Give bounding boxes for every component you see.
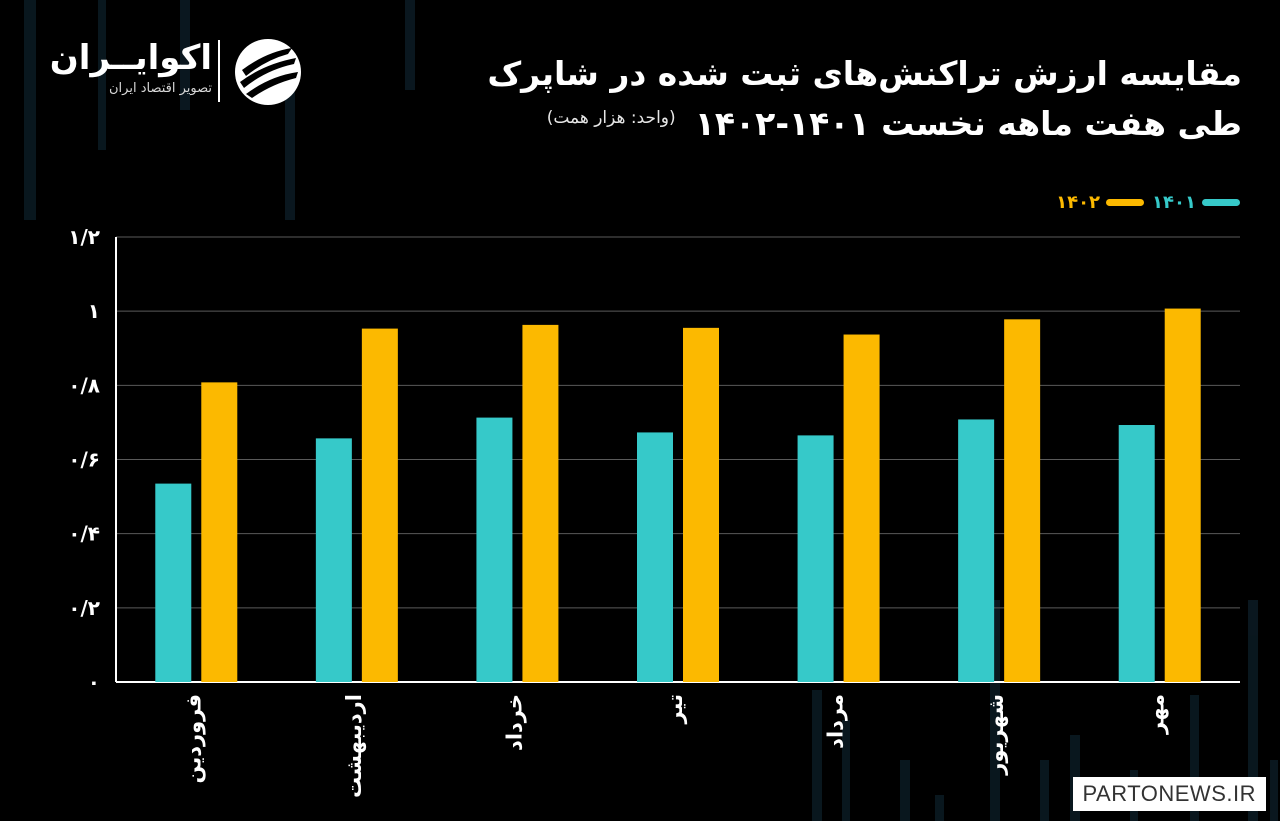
- bar-1402: [201, 382, 238, 682]
- chart-title: مقایسه ارزش تراکنش‌های ثبت شده در شاپرک: [487, 54, 1242, 93]
- bar-1402: [843, 334, 880, 682]
- chart-subtitle-text: طی هفت ماهه نخست ۱۴۰۱-۱۴۰۲: [694, 104, 1242, 143]
- x-tick-label: تیر: [663, 694, 687, 725]
- x-tick-label: اردیبهشت: [342, 694, 366, 798]
- watermark: PARTONEWS.IR: [1072, 777, 1266, 811]
- y-tick-label: ۱/۲: [68, 225, 100, 249]
- bar-1402: [361, 328, 398, 682]
- bar-1401: [155, 483, 192, 682]
- bar-1401: [637, 432, 673, 682]
- logo-tagline: تصویر اقتصاد ایران: [109, 81, 212, 96]
- y-tick-label: ۱: [88, 299, 100, 323]
- y-tick-label: ۰/۴: [68, 522, 100, 546]
- y-tick-label: ۰/۶: [68, 448, 100, 472]
- bar-1401: [958, 419, 995, 682]
- logo-name: اکوایــران: [49, 38, 212, 78]
- bar-1401: [1118, 425, 1155, 682]
- legend-item-1401: ۱۴۰۱: [1152, 192, 1240, 213]
- legend: ۱۴۰۱ ۱۴۰۲: [1056, 192, 1240, 213]
- y-tick-label: ۰: [88, 670, 100, 694]
- logo: اکوایــران تصویر اقتصاد ایران: [50, 36, 310, 108]
- bar-1402: [1004, 319, 1041, 682]
- bar-1402: [522, 324, 559, 682]
- legend-swatch-1401: [1202, 199, 1240, 206]
- x-tick-label: مهر: [1145, 694, 1169, 735]
- y-tick-label: ۰/۲: [68, 596, 100, 620]
- x-tick-label: مرداد: [824, 694, 848, 749]
- bar-1401: [315, 438, 352, 682]
- bar-1402: [683, 327, 719, 682]
- chart-subtitle: طی هفت ماهه نخست ۱۴۰۱-۱۴۰۲ (واحد: هزار ه…: [547, 104, 1242, 143]
- ecoiran-logo-icon: [235, 39, 301, 105]
- legend-item-1402: ۱۴۰۲: [1056, 192, 1145, 213]
- x-tick-label: خرداد: [502, 694, 526, 751]
- legend-swatch-1402: [1106, 199, 1145, 206]
- legend-label-1402: ۱۴۰۲: [1056, 192, 1101, 213]
- bar-1401: [797, 435, 834, 682]
- bar-1402: [1164, 308, 1201, 682]
- y-tick-label: ۰/۸: [68, 373, 100, 397]
- logo-text: اکوایــران تصویر اقتصاد ایران: [42, 36, 212, 98]
- x-tick-label: فروردین: [181, 694, 205, 784]
- chart-unit: (واحد: هزار همت): [546, 108, 676, 128]
- legend-label-1401: ۱۴۰۱: [1152, 192, 1196, 213]
- logo-separator: [218, 40, 220, 102]
- bar-1401: [476, 417, 513, 682]
- x-tick-label: شهریور: [984, 694, 1008, 776]
